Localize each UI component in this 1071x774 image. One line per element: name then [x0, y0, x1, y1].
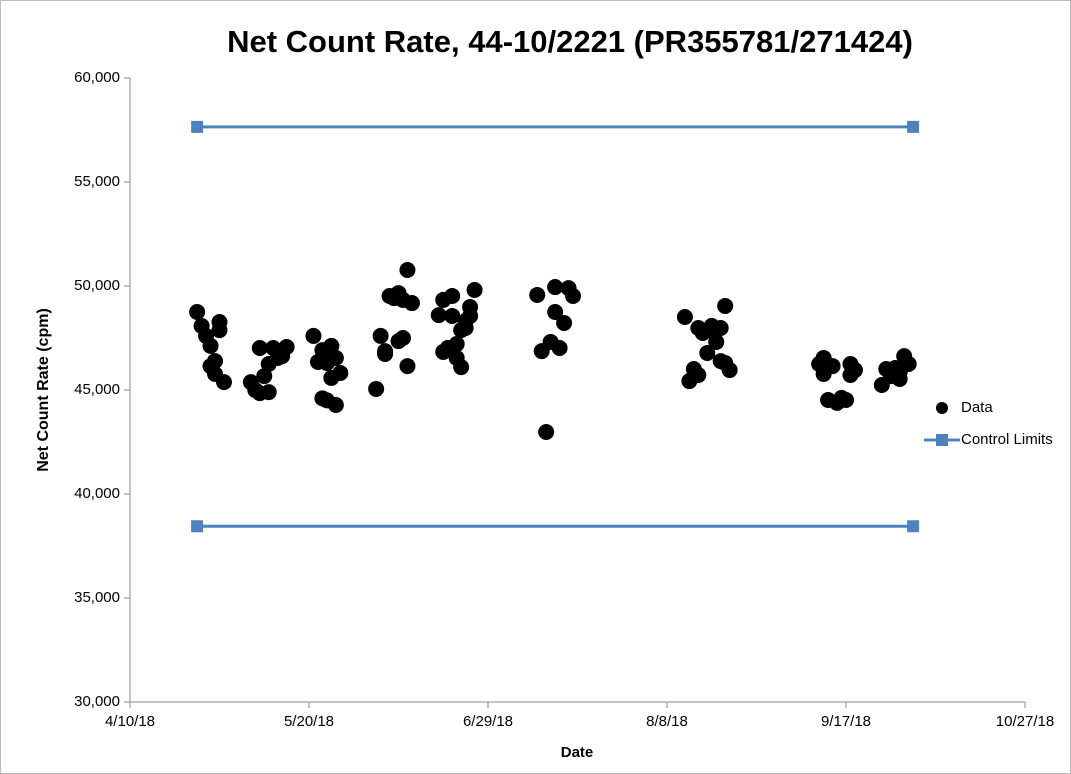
data-point [399, 358, 416, 375]
data-point [207, 353, 224, 370]
data-point [215, 374, 232, 391]
data-point [551, 339, 568, 356]
x-tick-label: 10/27/18 [996, 713, 1054, 730]
data-point [676, 308, 693, 325]
data-point [202, 337, 219, 354]
data-point [529, 286, 546, 303]
data-point [278, 338, 295, 355]
data-point [189, 304, 206, 320]
control-limit-marker [907, 120, 920, 133]
data-point [256, 368, 273, 385]
y-tick-label: 30,000 [74, 693, 120, 710]
data-point [466, 281, 483, 298]
legend-marker [936, 402, 948, 414]
legend-marker [936, 434, 948, 446]
data-point [444, 287, 461, 304]
x-tick-label: 4/10/18 [105, 713, 155, 730]
data-point [565, 287, 582, 304]
data-point [690, 367, 707, 384]
data-point [211, 322, 228, 339]
y-tick-label: 45,000 [74, 381, 120, 398]
data-point [251, 339, 268, 356]
data-point [332, 364, 349, 381]
y-tick-label: 50,000 [74, 277, 120, 294]
data-point [453, 359, 470, 376]
data-point [824, 358, 841, 375]
data-point [403, 295, 420, 312]
data-point [900, 356, 917, 372]
data-point [430, 307, 447, 324]
data-point [372, 327, 389, 344]
x-tick-label: 5/20/18 [284, 713, 334, 730]
data-point [708, 333, 725, 350]
data-point [377, 343, 394, 360]
y-tick-label: 55,000 [74, 173, 120, 190]
data-point [712, 320, 729, 337]
chart-title: Net Count Rate, 44-10/2221 (PR355781/271… [227, 24, 913, 59]
x-tick-label: 8/8/18 [646, 713, 688, 730]
y-tick-label: 35,000 [74, 589, 120, 606]
data-point [846, 362, 863, 379]
data-point [891, 370, 908, 387]
control-limit-marker [191, 520, 204, 533]
y-axis-label: Net Count Rate (cpm) [35, 308, 52, 472]
x-tick-label: 6/29/18 [463, 713, 513, 730]
y-tick-label: 40,000 [74, 485, 120, 502]
data-point [457, 320, 474, 337]
data-point [305, 327, 322, 344]
data-point [260, 384, 277, 401]
data-point [327, 349, 344, 366]
data-point [368, 380, 385, 397]
x-tick-label: 9/17/18 [821, 713, 871, 730]
data-point [538, 424, 555, 441]
data-point [399, 261, 416, 278]
data-point [462, 307, 479, 324]
data-point [323, 337, 340, 354]
data-point [444, 307, 461, 324]
y-tick-label: 60,000 [74, 69, 120, 86]
legend-label: Control Limits [961, 431, 1053, 448]
data-point [717, 297, 734, 314]
data-point [448, 336, 465, 353]
data-point [547, 279, 564, 296]
x-axis-label: Date [561, 744, 594, 761]
legend-label: Data [961, 399, 993, 416]
data-point [327, 396, 344, 413]
data-point [838, 391, 854, 408]
control-limit-marker [191, 120, 204, 133]
data-point [699, 344, 716, 361]
data-point [556, 315, 573, 332]
data-point [721, 362, 738, 379]
control-limit-marker [907, 520, 920, 533]
data-point [547, 304, 564, 320]
data-point [394, 330, 411, 346]
